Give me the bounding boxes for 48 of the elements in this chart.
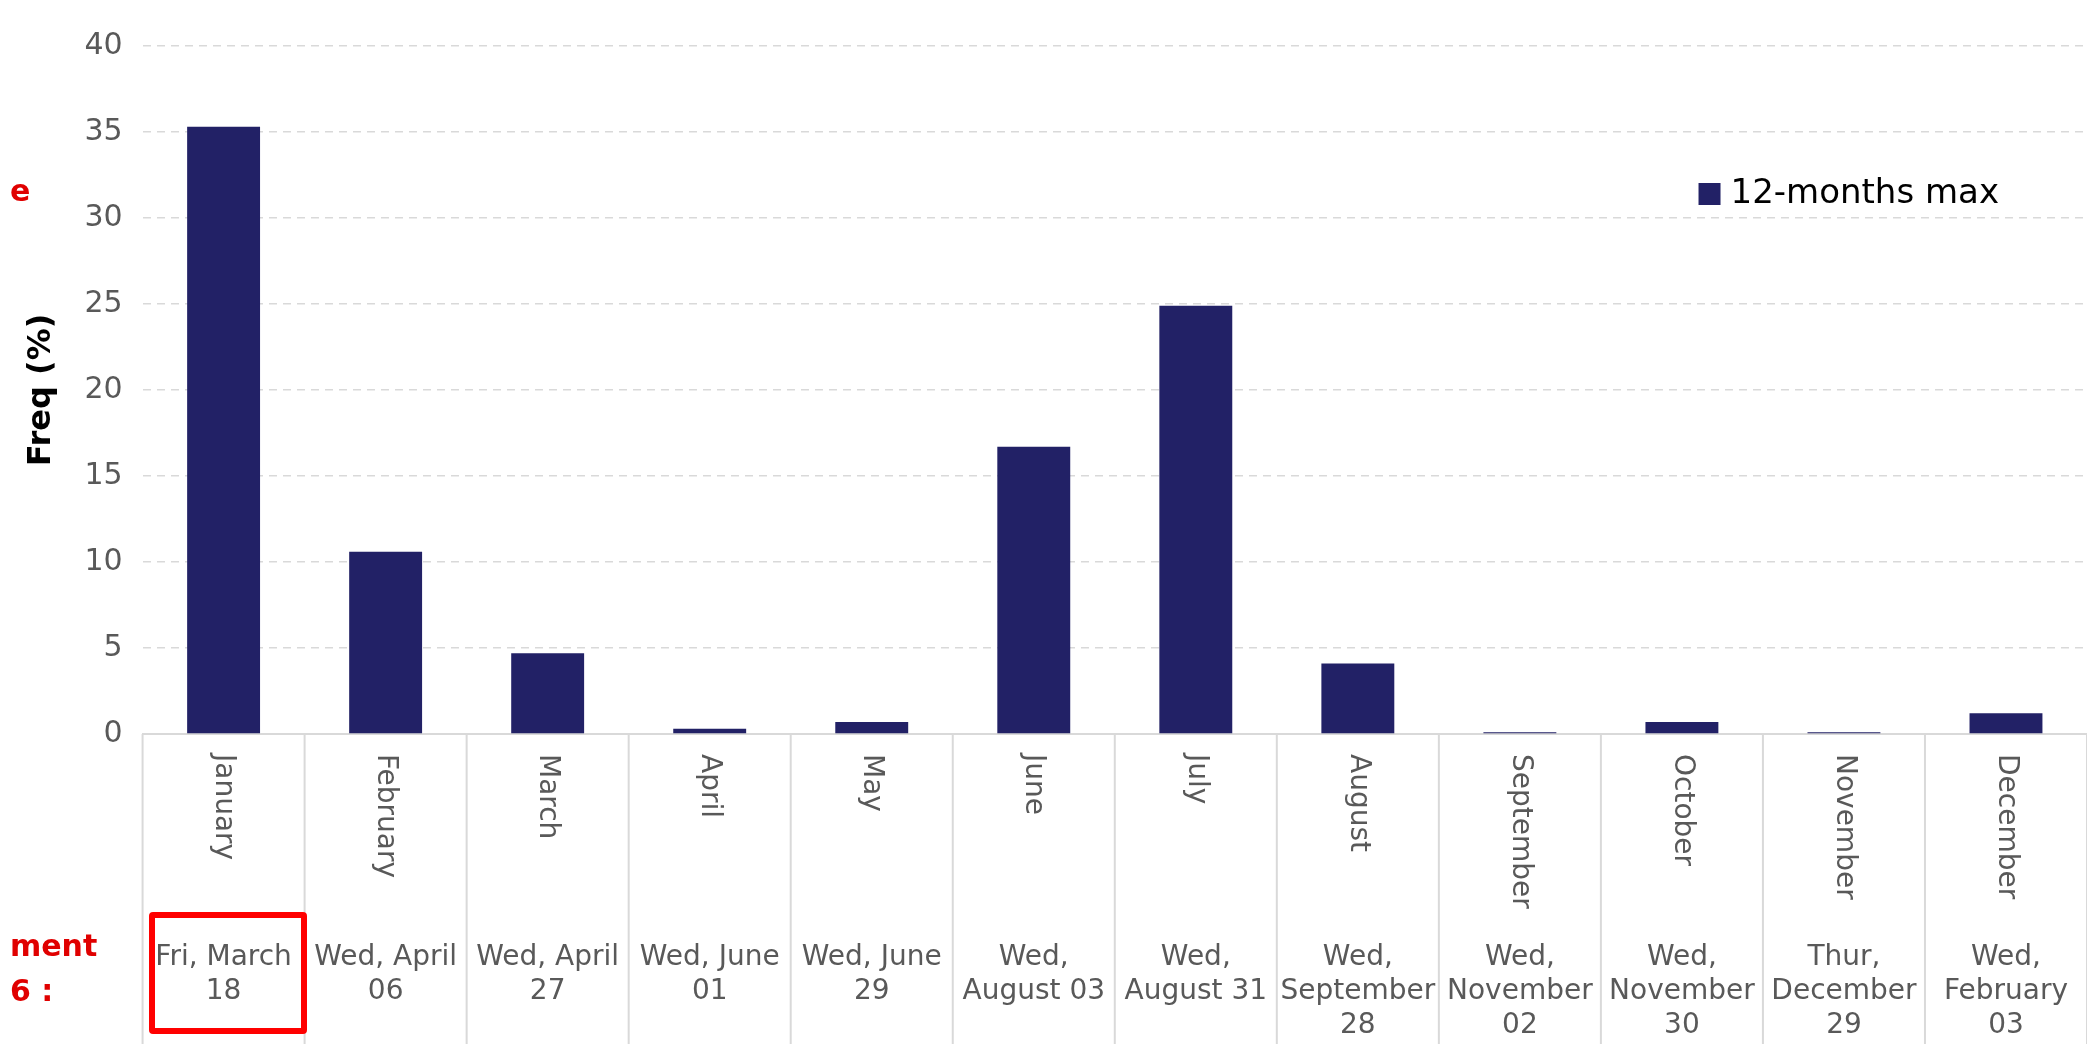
- text: Wed, April 06: [314, 939, 458, 1007]
- x-tick-label: January: [209, 752, 243, 861]
- bar: [1321, 663, 1395, 734]
- x-tick-label: June: [1019, 752, 1053, 815]
- y-tick-label: 20: [84, 369, 123, 405]
- x-tick-label: March: [533, 754, 567, 840]
- text: Wed, November 30: [1609, 939, 1756, 1041]
- legend-label: 12-months max: [1730, 170, 1999, 211]
- text: Wed, June 01: [639, 939, 780, 1007]
- x-tick-label: October: [1667, 754, 1701, 867]
- y-tick-label: 25: [84, 283, 123, 319]
- bar: [349, 551, 423, 734]
- y-tick-label: 10: [84, 541, 123, 577]
- bar: [511, 653, 585, 734]
- y-tick-label: 0: [103, 713, 123, 749]
- text: Wed, June 29: [801, 939, 942, 1007]
- x-tick-label: May: [857, 754, 891, 812]
- x-tick-label: February: [371, 754, 405, 879]
- x-tick-label: August: [1343, 754, 1377, 853]
- x-tick-label: September: [1505, 754, 1539, 910]
- x-tick-label: December: [1991, 754, 2025, 900]
- text: Wed, November 02: [1447, 939, 1594, 1041]
- text: Wed, September 28: [1280, 939, 1436, 1041]
- text: 6 :: [10, 972, 54, 1008]
- text: Wed, February 03: [1943, 939, 2069, 1041]
- y-tick-label: 15: [84, 455, 123, 491]
- bar: [997, 446, 1071, 734]
- y-axis-title: Freq (%): [19, 313, 58, 467]
- text: e: [10, 172, 31, 208]
- x-tick-label: November: [1829, 754, 1863, 901]
- x-tick-label: April: [695, 754, 729, 818]
- y-tick-label: 35: [84, 111, 123, 147]
- bar: [187, 126, 261, 734]
- bar: [1645, 721, 1719, 734]
- text: Wed, August 03: [962, 939, 1106, 1007]
- y-tick-label: 30: [84, 197, 123, 233]
- text: Thur, December 29: [1771, 939, 1918, 1041]
- y-tick-label: 5: [103, 627, 123, 663]
- text: Fri, March 18: [155, 939, 292, 1007]
- bar: [835, 721, 909, 734]
- text: ment: [10, 927, 98, 963]
- bar: [1159, 305, 1233, 734]
- text: Wed, April 27: [476, 939, 620, 1007]
- text: Wed, August 31: [1124, 939, 1268, 1007]
- x-tick-label: July: [1181, 752, 1215, 805]
- bar: [1969, 713, 2043, 734]
- bar: [673, 728, 747, 734]
- y-tick-label: 40: [84, 25, 123, 61]
